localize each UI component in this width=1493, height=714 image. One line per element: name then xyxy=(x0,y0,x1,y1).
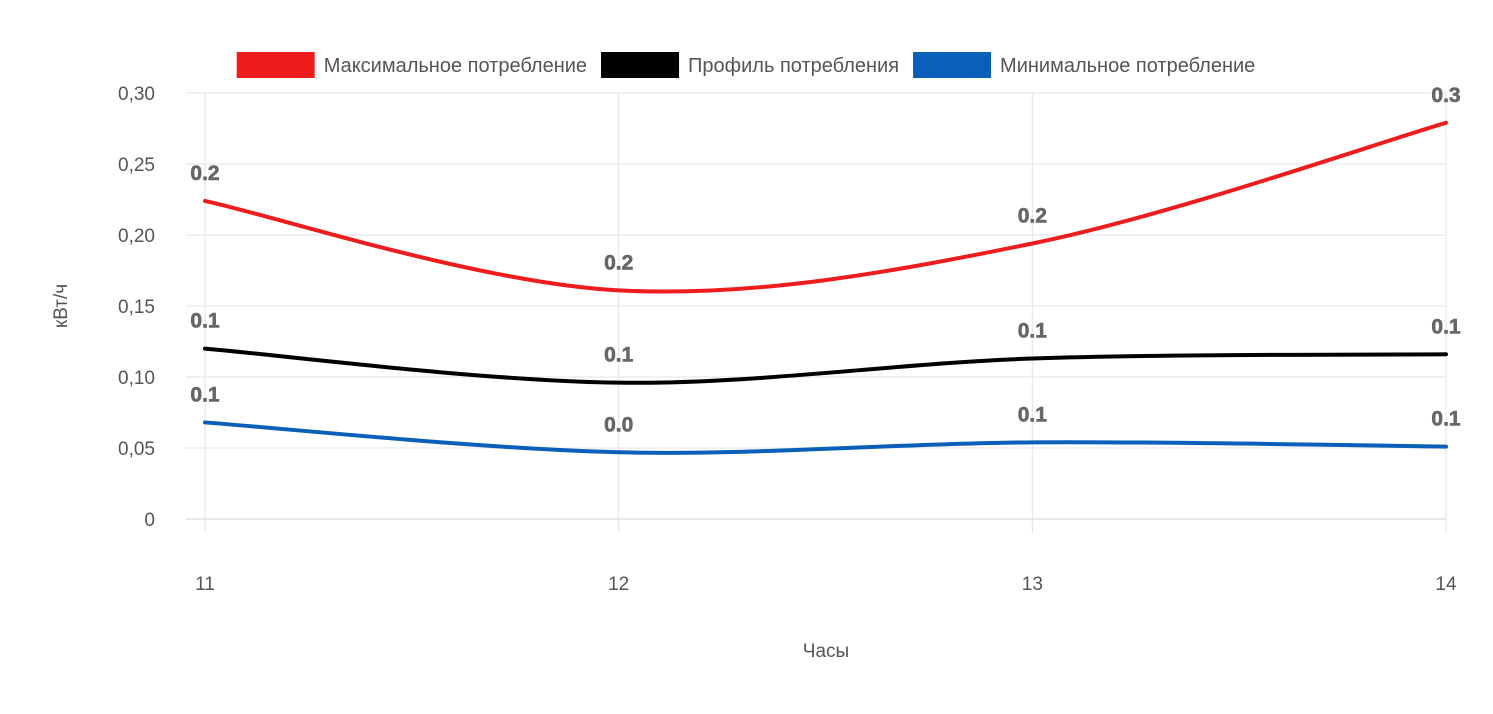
x-tick-label: 11 xyxy=(195,574,215,595)
legend-label: Минимальное потребление xyxy=(1000,55,1255,77)
y-tick-label: 0,25 xyxy=(118,155,155,176)
x-tick-label: 13 xyxy=(1022,574,1043,595)
data-label: 0.2 xyxy=(190,162,219,185)
data-label-layer: 0.2 0.2 0.2 0.3 0.1 0.1 0.1 0.1 0.1 0.0 0.1 0.1 xyxy=(190,84,1461,437)
x-tick-label: 14 xyxy=(1435,574,1457,595)
legend-swatch xyxy=(236,52,315,78)
data-label: 0.3 xyxy=(1431,84,1460,107)
y-tick-label: 0,15 xyxy=(118,297,155,318)
data-label: 0.2 xyxy=(604,251,633,274)
y-tick-label: 0,05 xyxy=(118,439,155,460)
data-label: 0.1 xyxy=(1018,403,1048,426)
data-label: 0.1 xyxy=(604,344,634,367)
y-tick-label: 0,10 xyxy=(118,368,155,389)
y-tick-label: 0 xyxy=(144,510,155,531)
y-axis-title: кВт/ч xyxy=(51,284,72,328)
grid-layer xyxy=(186,92,1447,533)
series-layer xyxy=(203,120,1448,455)
y-tick-label: 0,20 xyxy=(118,226,155,247)
y-tick-label: 0,30 xyxy=(118,84,155,105)
legend-swatch xyxy=(913,52,992,78)
data-label: 0.1 xyxy=(190,383,220,406)
legend: Максимальное потребление Профиль потребле… xyxy=(236,52,1255,78)
data-label: 0.0 xyxy=(604,413,633,436)
series-line xyxy=(203,346,1448,385)
x-axis-title: Часы xyxy=(803,641,849,662)
x-tick-label: 12 xyxy=(608,574,629,595)
series-line xyxy=(203,420,1448,455)
data-label: 0.1 xyxy=(1431,315,1461,338)
legend-label: Максимальное потребление xyxy=(324,55,587,77)
data-label: 0.1 xyxy=(1018,320,1048,343)
legend-swatch xyxy=(601,52,680,78)
axis-layer: 0 0,05 0,10 0,15 0,20 0,25 0,30 11 12 13 14 xyxy=(118,84,1457,595)
legend-label: Профиль потребления xyxy=(688,55,899,77)
data-label: 0.2 xyxy=(1018,205,1047,228)
data-label: 0.1 xyxy=(1431,408,1461,431)
series-line xyxy=(203,120,1448,294)
data-label: 0.1 xyxy=(190,310,220,333)
